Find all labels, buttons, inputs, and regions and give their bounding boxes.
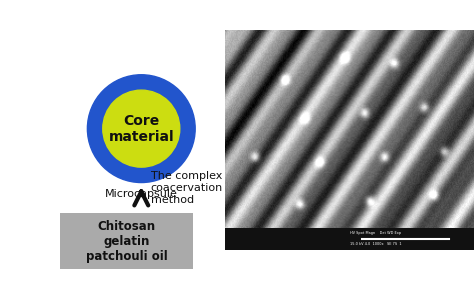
Circle shape xyxy=(87,75,195,182)
Bar xyxy=(61,213,193,269)
Text: The complex
coacervation
method: The complex coacervation method xyxy=(151,171,223,204)
Bar xyxy=(225,228,474,250)
Text: Core
material: Core material xyxy=(269,154,306,173)
Circle shape xyxy=(103,90,180,167)
Circle shape xyxy=(272,147,304,179)
Text: Chitosan
gelatin
patchouli oil: Chitosan gelatin patchouli oil xyxy=(86,220,167,262)
Text: The chemical
crosslinking
method: The chemical crosslinking method xyxy=(244,59,318,92)
Text: Core
material: Core material xyxy=(109,114,174,144)
Text: Microcapsule: Microcapsule xyxy=(105,189,178,199)
Text: HV Spot Magn    Det WD Exp: HV Spot Magn Det WD Exp xyxy=(349,231,401,235)
Circle shape xyxy=(264,140,310,186)
Text: 15.0 kV 4.0  1000x   SE 7S  1: 15.0 kV 4.0 1000x SE 7S 1 xyxy=(349,242,401,246)
